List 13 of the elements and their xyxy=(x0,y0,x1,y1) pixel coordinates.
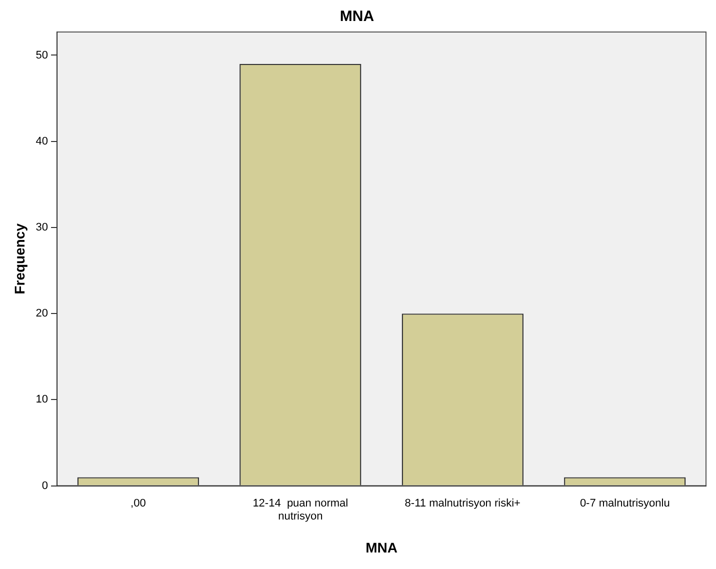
chart-title: MNA xyxy=(340,8,374,26)
y-tick-label: 30 xyxy=(36,222,48,234)
y-axis-title: Frequency xyxy=(11,223,28,294)
x-tick-label: 0-7 malnutrisyonlu xyxy=(580,497,670,510)
x-tick-label: 8-11 malnutrisyon riski+ xyxy=(404,497,520,510)
x-tick-label: 12-14 puan normal nutrisyon xyxy=(252,497,348,523)
y-tick-label: 0 xyxy=(42,480,48,492)
x-tick-label: ,00 xyxy=(130,497,146,510)
y-tick-label: 40 xyxy=(36,135,48,148)
x-axis-title: MNA xyxy=(366,539,398,556)
y-tick-label: 20 xyxy=(36,308,48,320)
y-tick-label: 50 xyxy=(36,49,48,62)
y-tick-label: 10 xyxy=(36,394,48,406)
